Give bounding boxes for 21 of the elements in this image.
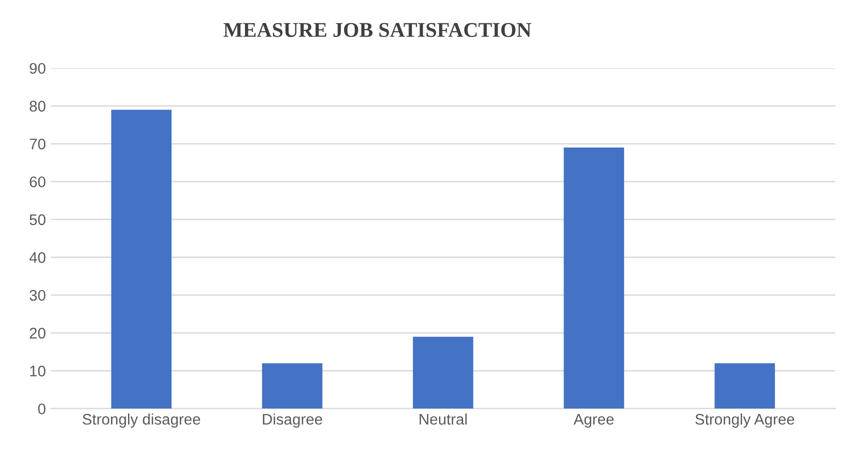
- x-tick-label: Strongly disagree: [82, 413, 200, 428]
- y-tick-label: 0: [38, 403, 46, 414]
- bar: [262, 363, 322, 409]
- bar: [412, 336, 474, 409]
- y-tick-label: 40: [29, 252, 46, 263]
- bar: [714, 363, 775, 409]
- y-tick-label: 60: [30, 176, 46, 188]
- x-tick-label: Strongly Agree: [695, 413, 794, 428]
- x-tick-label: Disagree: [262, 413, 322, 428]
- y-tick-label: 70: [30, 138, 46, 150]
- y-tick-label: 50: [30, 214, 46, 226]
- y-tick-label: 80: [30, 100, 46, 112]
- x-tick-label: Agree: [574, 414, 614, 428]
- bar: [564, 148, 624, 409]
- chart-title: MEASURE JOB SATISFACTION: [224, 22, 532, 37]
- y-tick-label: 90: [30, 62, 46, 74]
- x-tick-label: Neutral: [420, 413, 467, 425]
- y-tick-label: 20: [30, 328, 46, 339]
- y-tick-label: 10: [30, 366, 46, 376]
- bar: [111, 110, 172, 409]
- y-tick-label: 30: [30, 290, 46, 301]
